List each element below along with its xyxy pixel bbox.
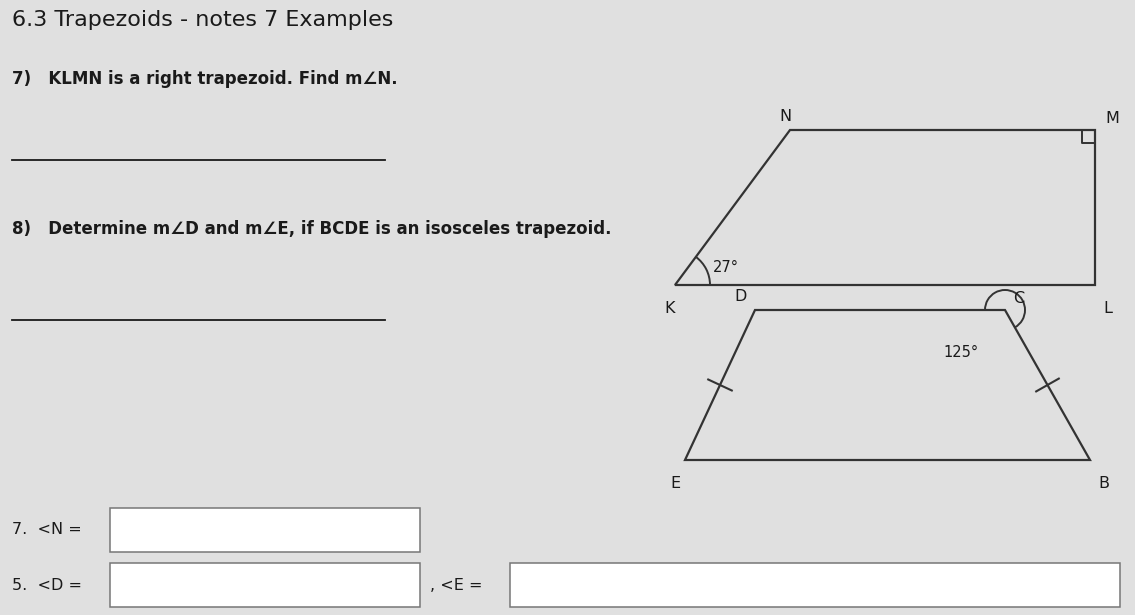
Text: 6.3 Trapezoids - notes 7 Examples: 6.3 Trapezoids - notes 7 Examples [12, 10, 394, 30]
Text: N: N [779, 109, 791, 124]
Text: 125°: 125° [943, 345, 978, 360]
Text: K: K [665, 301, 675, 316]
Text: M: M [1105, 111, 1119, 126]
FancyBboxPatch shape [110, 563, 420, 607]
FancyBboxPatch shape [110, 508, 420, 552]
Text: 5.  <D =: 5. <D = [12, 577, 82, 592]
Text: 7.  <N =: 7. <N = [12, 523, 82, 538]
Text: 8)   Determine m∠D and m∠E, if BCDE is an isosceles trapezoid.: 8) Determine m∠D and m∠E, if BCDE is an … [12, 220, 612, 238]
Text: E: E [670, 476, 680, 491]
Text: B: B [1098, 476, 1109, 491]
Text: D: D [734, 289, 747, 304]
Text: L: L [1103, 301, 1112, 316]
FancyBboxPatch shape [510, 563, 1120, 607]
Text: C: C [1014, 291, 1024, 306]
Text: , <E =: , <E = [430, 577, 482, 592]
Text: 27°: 27° [713, 260, 739, 275]
Text: 7)   KLMN is a right trapezoid. Find m∠N.: 7) KLMN is a right trapezoid. Find m∠N. [12, 70, 397, 88]
